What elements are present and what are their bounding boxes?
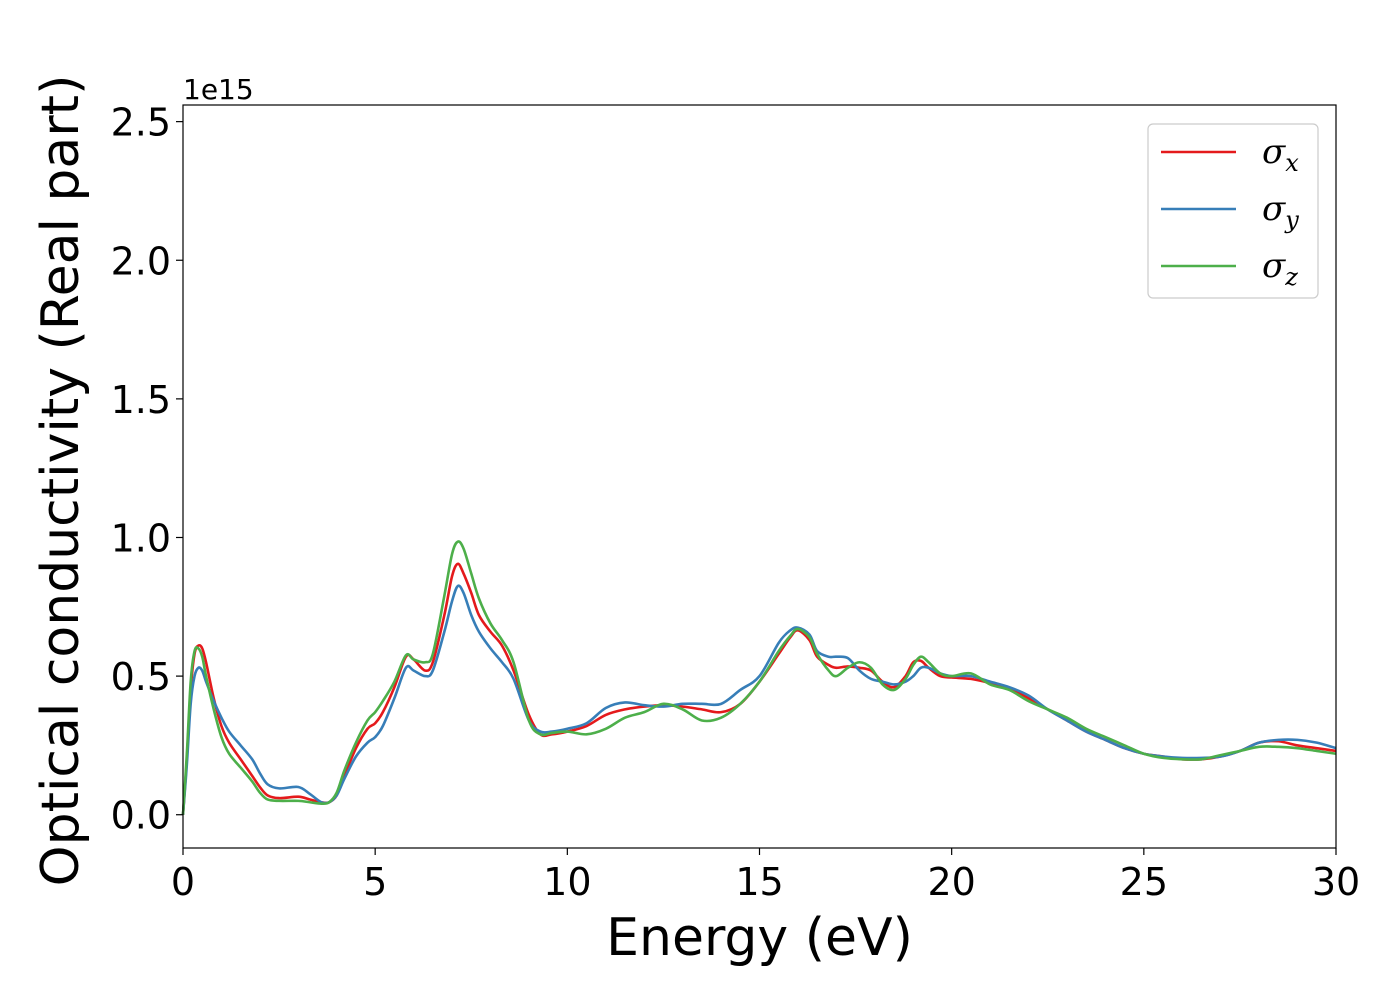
- legend-label-y: σy: [1262, 189, 1299, 234]
- legend-box: [1147, 123, 1319, 299]
- x-tick-label: 15: [735, 860, 783, 904]
- x-tick-label: 10: [543, 860, 591, 904]
- x-tick-label: 30: [1312, 860, 1360, 904]
- y-offset-label: 1e15: [183, 73, 254, 106]
- x-tick-label: 0: [171, 860, 195, 904]
- x-tick-label: 25: [1120, 860, 1168, 904]
- legend-symbol: σ: [1262, 189, 1286, 229]
- ticks-layer: 0 5 10 15 20 25 30 0.0 0.5 1.0 1.5 2.0 2.5: [111, 101, 1361, 904]
- legend-label-z: σz: [1262, 246, 1298, 291]
- series-line-z: [181, 540, 1337, 815]
- series-layer: [181, 540, 1337, 815]
- y-axis-title: Optical conductivity (Real part): [31, 75, 91, 887]
- y-tick-label: 1.0: [111, 516, 171, 560]
- x-axis-title: Energy (eV): [606, 908, 913, 968]
- legend-label-x: σx: [1262, 132, 1299, 177]
- y-tick-label: 1.5: [111, 378, 171, 422]
- y-tick-label: 2.5: [111, 101, 171, 145]
- y-tick-label: 0.5: [111, 655, 171, 699]
- legend-symbol: σ: [1262, 246, 1286, 286]
- legend-symbol: σ: [1262, 132, 1286, 172]
- y-tick-label: 0.0: [111, 794, 171, 838]
- x-tick-label: 20: [927, 860, 975, 904]
- legend-subscript: z: [1284, 263, 1298, 291]
- y-tick-label: 2.0: [111, 239, 171, 283]
- legend-subscript: y: [1284, 206, 1299, 234]
- x-tick-label: 5: [363, 860, 387, 904]
- legend-subscript: x: [1285, 149, 1299, 177]
